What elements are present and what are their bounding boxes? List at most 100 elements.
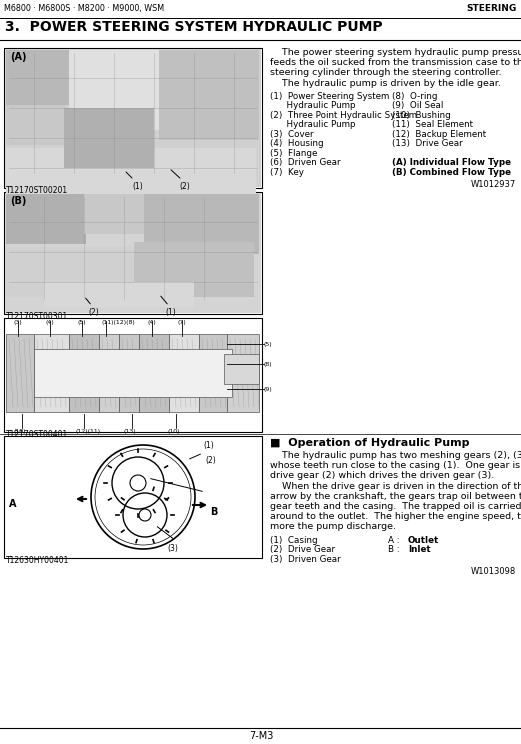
Text: (5): (5)	[264, 342, 272, 347]
Text: The hydraulic pump is driven by the idle gear.: The hydraulic pump is driven by the idle…	[270, 79, 501, 88]
Text: (1)  Power Steering System: (1) Power Steering System	[270, 92, 389, 100]
Text: (2)  Drive Gear: (2) Drive Gear	[270, 545, 335, 554]
Text: (9)  Oil Seal: (9) Oil Seal	[392, 101, 443, 110]
Text: (12)(11): (12)(11)	[76, 429, 101, 434]
Text: (A) Individual Flow Type: (A) Individual Flow Type	[392, 158, 511, 167]
Text: steering cylinder through the steering controller.: steering cylinder through the steering c…	[270, 68, 502, 77]
Bar	[4, 192, 262, 314]
Bar	[119, 334, 139, 412]
Text: (11)  Seal Element: (11) Seal Element	[392, 121, 473, 129]
Text: 7-M3: 7-M3	[249, 731, 273, 741]
Text: (12)  Backup Element: (12) Backup Element	[392, 129, 486, 139]
Bar	[84, 194, 144, 234]
Text: Inlet: Inlet	[408, 545, 431, 554]
Bar	[6, 50, 76, 105]
Text: (4)  Housing: (4) Housing	[270, 139, 324, 148]
Bar	[6, 247, 136, 297]
Bar	[34, 349, 232, 397]
Text: W1013098: W1013098	[471, 567, 516, 576]
Bar	[6, 148, 256, 198]
Text: (5)  Flange: (5) Flange	[270, 149, 317, 158]
Text: arrow by the crankshaft, the gears trap oil between the: arrow by the crankshaft, the gears trap …	[270, 492, 521, 501]
Text: (2): (2)	[88, 308, 99, 317]
Text: (3)  Driven Gear: (3) Driven Gear	[270, 554, 341, 564]
Text: (7)  Key: (7) Key	[270, 168, 304, 177]
Text: A: A	[9, 499, 17, 509]
Bar	[64, 108, 154, 168]
Text: M6800 · M6800S · M8200 · M9000, WSM: M6800 · M6800S · M8200 · M9000, WSM	[4, 4, 164, 13]
Bar	[144, 194, 259, 254]
Text: (B) Combined Flow Type: (B) Combined Flow Type	[392, 168, 511, 177]
Text: (13): (13)	[124, 429, 137, 434]
Text: (2): (2)	[205, 456, 216, 465]
Text: (6)  Driven Gear: (6) Driven Gear	[270, 158, 341, 167]
Text: (B): (B)	[10, 196, 27, 206]
Bar	[4, 48, 262, 188]
Text: around to the outlet.  The higher the engine speed, the: around to the outlet. The higher the eng…	[270, 512, 521, 522]
Text: (1)  Casing: (1) Casing	[270, 536, 318, 545]
Bar	[69, 50, 159, 130]
Text: T12170ST00201: T12170ST00201	[6, 186, 68, 195]
Text: (2): (2)	[179, 182, 190, 191]
Text: more the pump discharge.: more the pump discharge.	[270, 522, 396, 531]
Text: (8): (8)	[264, 362, 272, 367]
Bar	[134, 242, 254, 297]
Text: drive gear (2) which drives the driven gear (3).: drive gear (2) which drives the driven g…	[270, 472, 494, 481]
Text: (10): (10)	[14, 429, 27, 434]
Bar	[227, 334, 259, 412]
Text: (3): (3)	[13, 320, 22, 325]
Bar	[44, 282, 194, 307]
Text: (2)  Three Point Hydraulic System: (2) Three Point Hydraulic System	[270, 111, 417, 120]
Text: (3)  Cover: (3) Cover	[270, 129, 314, 139]
Bar	[34, 334, 69, 412]
Text: (3): (3)	[167, 544, 178, 553]
Text: (11)(12)(8): (11)(12)(8)	[101, 320, 135, 325]
Text: (1): (1)	[203, 441, 214, 450]
Text: (1): (1)	[132, 182, 143, 191]
Text: The hydraulic pump has two meshing gears (2), (3): The hydraulic pump has two meshing gears…	[270, 451, 521, 460]
Bar	[99, 334, 119, 412]
Text: 3.  POWER STEERING SYSTEM HYDRAULIC PUMP: 3. POWER STEERING SYSTEM HYDRAULIC PUMP	[5, 20, 382, 34]
Text: (A): (A)	[10, 52, 27, 62]
Text: T12630HY00401: T12630HY00401	[6, 556, 69, 565]
Text: (10): (10)	[168, 429, 180, 434]
Text: T12170ST00301: T12170ST00301	[6, 312, 68, 321]
Bar	[224, 354, 259, 384]
Text: gear teeth and the casing.  The trapped oil is carried: gear teeth and the casing. The trapped o…	[270, 502, 521, 511]
Bar	[139, 334, 169, 412]
Text: STEERING: STEERING	[467, 4, 517, 13]
Circle shape	[139, 509, 151, 521]
Bar	[5, 49, 261, 187]
Bar	[4, 318, 262, 432]
Bar	[199, 334, 227, 412]
Text: (1): (1)	[165, 308, 176, 317]
Text: ■  Operation of Hydraulic Pump: ■ Operation of Hydraulic Pump	[270, 438, 469, 448]
Text: The power steering system hydraulic pump pressure-: The power steering system hydraulic pump…	[270, 48, 521, 57]
Text: B: B	[210, 507, 217, 517]
Text: (5): (5)	[77, 320, 85, 325]
Text: (7): (7)	[177, 320, 186, 325]
Text: B :: B :	[388, 545, 400, 554]
Bar	[5, 193, 261, 313]
Text: A :: A :	[388, 536, 400, 545]
Bar	[169, 334, 199, 412]
Text: Outlet: Outlet	[408, 536, 439, 545]
Text: whose teeth run close to the casing (1).  One gear is a: whose teeth run close to the casing (1).…	[270, 461, 521, 470]
Bar	[6, 105, 66, 145]
Circle shape	[130, 475, 146, 491]
Text: When the drive gear is driven in the direction of the: When the drive gear is driven in the dir…	[270, 481, 521, 490]
Text: (13)  Drive Gear: (13) Drive Gear	[392, 139, 463, 148]
Text: T12170ST00401: T12170ST00401	[6, 430, 68, 439]
Text: (4): (4)	[45, 320, 54, 325]
Bar	[4, 436, 262, 558]
Text: Hydraulic Pump: Hydraulic Pump	[270, 121, 355, 129]
Text: (4): (4)	[147, 320, 156, 325]
Bar	[6, 334, 34, 412]
Bar	[159, 50, 259, 140]
Text: (8)  O-ring: (8) O-ring	[392, 92, 438, 100]
Bar	[69, 334, 99, 412]
Text: (9): (9)	[264, 387, 273, 392]
Text: (10)  Bushing: (10) Bushing	[392, 111, 451, 120]
Bar	[6, 194, 86, 244]
Text: feeds the oil sucked from the transmission case to the: feeds the oil sucked from the transmissi…	[270, 58, 521, 67]
